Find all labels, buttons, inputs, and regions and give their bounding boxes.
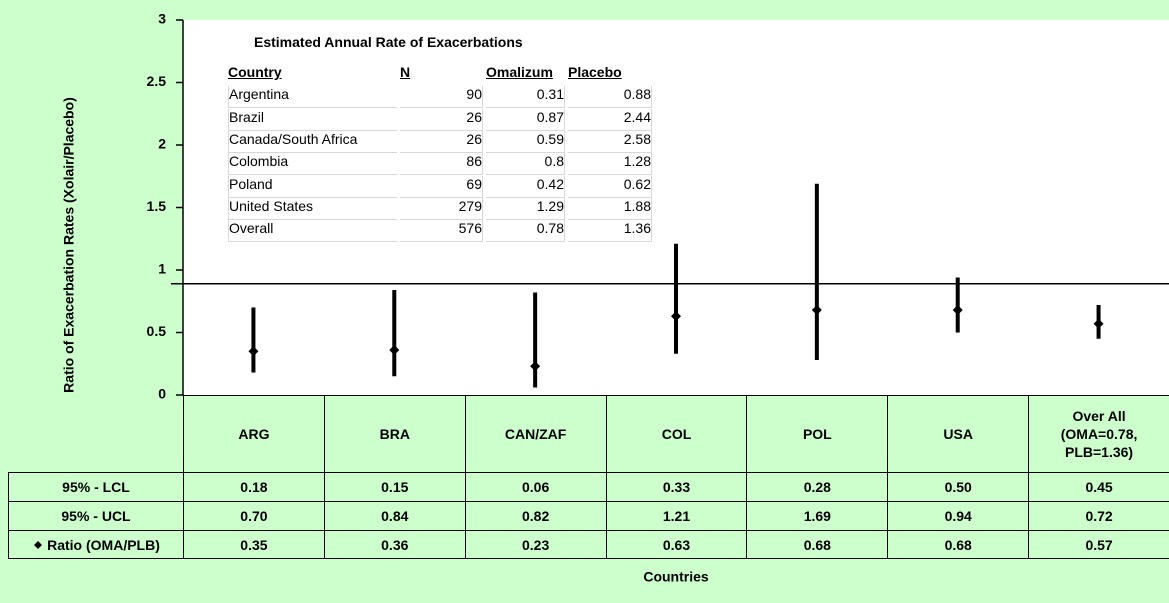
inset-cell: 26 (400, 108, 483, 131)
inset-cell: 279 (400, 197, 483, 220)
inset-column-header: Placebo (568, 64, 622, 80)
ratio-marker (1093, 318, 1104, 329)
ratio-marker (952, 305, 963, 315)
inset-cell: 1.36 (568, 220, 652, 243)
inset-cell: Poland (228, 175, 397, 198)
table-value: 0.82 (464, 501, 607, 531)
table-value: 0.70 (183, 501, 325, 531)
inset-cell: 0.78 (486, 220, 565, 243)
inset-cell: 90 (400, 86, 483, 109)
inset-column-header: N (400, 64, 411, 80)
inset-cell: 0.62 (568, 175, 652, 198)
table-value: 0.28 (746, 472, 889, 502)
table-value: 0.18 (183, 472, 325, 502)
inset-column-header: Country (228, 64, 282, 80)
category-header: POL (746, 395, 889, 473)
series-name: 95% - LCL (62, 479, 130, 495)
y-tick-label: 3 (158, 11, 166, 27)
y-tick-label: 2 (158, 136, 166, 152)
y-tick-label: 2.5 (147, 73, 167, 89)
inset-cell: 0.8 (486, 153, 565, 176)
table-value: 0.57 (1028, 530, 1169, 559)
ratio-marker (811, 305, 822, 315)
inset-cell: 2.58 (568, 130, 652, 153)
inset-cell: 0.59 (486, 130, 565, 153)
category-header: BRA (323, 395, 466, 473)
y-tick-label: 1.5 (147, 198, 167, 214)
category-header: USA (887, 395, 1030, 473)
inset-cell: 26 (400, 130, 483, 153)
inset-cell: 0.42 (486, 175, 565, 198)
y-tick-label: 1 (158, 261, 166, 277)
table-value: 0.72 (1028, 501, 1169, 531)
row-label: 95% - UCL (8, 501, 184, 531)
inset-cell: 0.88 (568, 86, 652, 109)
table-value: 1.21 (605, 501, 748, 531)
inset-cell: 69 (400, 175, 483, 198)
y-axis-label: Ratio of Exacerbation Rates (Xolair/Plac… (61, 97, 77, 393)
table-value: 0.33 (605, 472, 748, 502)
inset-cell: 0.31 (486, 86, 565, 109)
inset-cell: Brazil (228, 108, 397, 131)
category-header: COL (605, 395, 748, 473)
series-name: Ratio (OMA/PLB) (47, 536, 160, 553)
y-tick-label: 0.5 (147, 323, 167, 339)
series-name: 95% - UCL (61, 508, 131, 524)
legend-marker (34, 540, 43, 549)
y-tick-label: 0 (158, 386, 166, 402)
ratio-marker (389, 345, 400, 355)
table-value: 0.45 (1028, 472, 1169, 502)
inset-cell: Canada/South Africa (228, 130, 397, 153)
row-label: 95% - LCL (8, 472, 184, 502)
table-value: 0.36 (323, 530, 466, 559)
inset-cell: Argentina (228, 86, 397, 109)
table-value: 0.23 (464, 530, 607, 559)
table-value: 0.06 (464, 472, 607, 502)
inset-cell: Overall (228, 220, 397, 243)
inset-cell: 2.44 (568, 108, 652, 131)
legend-diamond (34, 540, 43, 549)
table-value: 0.94 (887, 501, 1030, 531)
x-axis-label: Countries (643, 569, 709, 585)
table-value: 0.68 (746, 530, 889, 559)
inset-title: Estimated Annual Rate of Exacerbations (254, 34, 523, 50)
table-value: 0.68 (887, 530, 1030, 559)
table-value: 0.35 (183, 530, 325, 559)
inset-cell: 1.88 (568, 197, 652, 220)
category-header: Over All (OMA=0.78, PLB=1.36) (1028, 395, 1169, 473)
inset-cell: 86 (400, 153, 483, 176)
inset-cell: 1.29 (486, 197, 565, 220)
inset-cell: 0.87 (486, 108, 565, 131)
ratio-marker (530, 361, 541, 372)
category-header: CAN/ZAF (464, 395, 607, 473)
category-header: ARG (183, 395, 325, 473)
inset-cell: 1.28 (568, 153, 652, 176)
ratio-marker (248, 346, 259, 357)
inset-cell: Colombia (228, 153, 397, 176)
table-value: 0.50 (887, 472, 1030, 502)
table-value: 0.63 (605, 530, 748, 559)
table-value: 1.69 (746, 501, 889, 531)
row-label: Ratio (OMA/PLB) (8, 530, 184, 559)
table-value: 0.84 (323, 501, 466, 531)
inset-column-header: Omalizum (486, 64, 553, 80)
table-value: 0.15 (323, 472, 466, 502)
inset-cell: 576 (400, 220, 483, 243)
ratio-marker (671, 311, 681, 322)
inset-cell: United States (228, 197, 397, 220)
